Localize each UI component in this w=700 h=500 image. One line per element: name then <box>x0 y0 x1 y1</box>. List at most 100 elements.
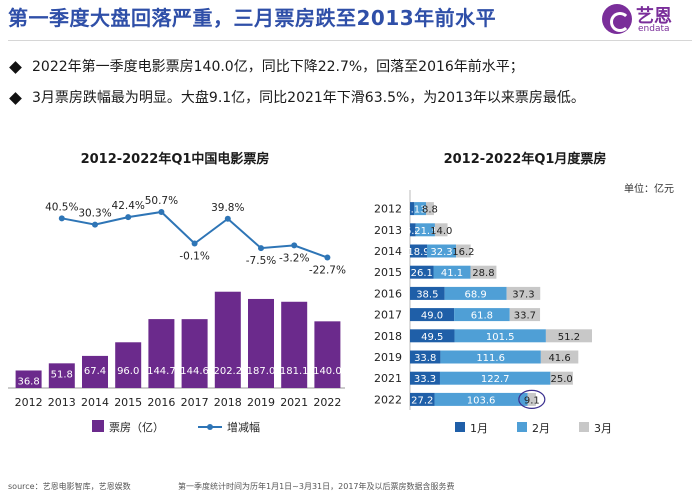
y-tick-label: 2017 <box>374 309 402 322</box>
stacked-bar-segment <box>427 244 457 258</box>
bar-value-label: 144.6 <box>180 366 209 377</box>
bar-value-label: 140.0 <box>313 366 342 377</box>
segment-value-label: 21.3 <box>414 226 436 237</box>
segment-value-label: 37.3 <box>512 289 534 300</box>
y-tick-label: 2022 <box>374 393 402 406</box>
yoy-point <box>258 245 264 252</box>
bar-value-label: 202.2 <box>213 366 242 377</box>
legend-label-month: 3月 <box>594 422 612 435</box>
yoy-value-label: 42.4% <box>112 200 145 212</box>
segment-value-label: 33.8 <box>414 353 436 364</box>
yoy-value-label: -0.1% <box>179 250 209 262</box>
stacked-bar-segment <box>414 202 427 216</box>
stacked-bar-segment <box>527 392 536 406</box>
y-tick-label: 2014 <box>374 245 402 258</box>
segment-value-label: 25.0 <box>551 374 573 385</box>
stacked-bar-segment <box>470 265 497 279</box>
x-tick-label: 2013 <box>48 396 76 409</box>
x-tick-label: 2016 <box>147 396 175 409</box>
x-tick-label: 2015 <box>114 396 142 409</box>
logo-text-en: endata <box>638 24 670 34</box>
stacked-bar-segment <box>410 392 435 406</box>
bar-value-label: 36.8 <box>17 376 39 387</box>
bullet-item: 2022年第一季度电影票房140.0亿，同比下降22.7%，回落至2016年前水… <box>8 52 585 83</box>
segment-value-label: 103.6 <box>467 395 496 406</box>
segment-value-label: 13 <box>414 205 427 216</box>
bar-value-label: 144.7 <box>147 366 176 377</box>
stacked-bar-segment <box>540 350 579 364</box>
stacked-bar-segment <box>410 202 415 216</box>
x-tick-label: 2022 <box>313 396 341 409</box>
segment-value-label: 16.2 <box>452 247 474 258</box>
segment-value-label: 4.8 <box>404 205 420 216</box>
segment-value-label: 38.5 <box>416 289 438 300</box>
stacked-bar-segment <box>439 371 551 385</box>
segment-value-label: 49.0 <box>421 311 443 322</box>
bar <box>148 319 175 388</box>
yoy-point <box>92 221 98 228</box>
yoy-point <box>58 215 65 222</box>
bar <box>314 321 341 388</box>
stacked-bar-segment <box>433 265 471 279</box>
bar <box>281 301 308 388</box>
segment-value-label: 49.5 <box>421 332 443 343</box>
bar <box>181 319 208 388</box>
statistics-note: 第一季度统计时间为历年1月1日~3月31日，2017年及以后票房数据含服务费 <box>178 482 455 491</box>
stacked-bar-segment <box>426 202 434 216</box>
page-title: 第一季度大盘回落严重，三月票房跌至2013年前水平 <box>8 6 497 30</box>
yoy-value-label: -7.5% <box>246 255 276 267</box>
segment-value-label: 33.7 <box>514 311 536 322</box>
segment-value-label: 28.8 <box>472 268 494 279</box>
stacked-bar-segment <box>454 329 546 343</box>
yoy-point <box>158 209 165 215</box>
segment-value-label: 33.3 <box>414 374 436 385</box>
bullet-text: 3月票房跌幅最为明显。大盘9.1亿，同比2021年下滑63.5%，为2013年以… <box>32 90 585 106</box>
x-tick-label: 2019 <box>247 396 275 409</box>
legend-label-yoy: 增减幅 <box>227 420 260 434</box>
yoy-value-label: -22.7% <box>309 265 346 277</box>
stacked-bar-segment <box>509 308 541 322</box>
bar <box>15 370 42 388</box>
bar-value-label: 51.8 <box>51 369 73 380</box>
legend-marker-yoy <box>207 424 213 430</box>
bar <box>248 298 274 388</box>
chart-title-q1-box-office: 2012-2022年Q1中国电影票房 <box>80 152 270 167</box>
title-divider <box>8 40 692 41</box>
yoy-point <box>191 240 198 247</box>
yoy-value-label: -3.2% <box>279 252 309 264</box>
stacked-bar-segment <box>410 350 441 364</box>
y-tick-label: 2012 <box>374 203 402 216</box>
stacked-bar-segment <box>410 308 455 322</box>
segment-value-label: 18.9 <box>407 247 429 258</box>
segment-value-label: 6.4 <box>405 226 421 237</box>
stacked-bar-segment <box>410 223 416 237</box>
yoy-value-label: 40.5% <box>45 201 78 213</box>
bar <box>48 363 75 388</box>
yoy-point <box>224 215 231 222</box>
q1-box-office-chart: 36.8 2012 51.8 2013 67.4 2014 96.0 2015 144.7 201… <box>8 195 346 434</box>
stacked-bar-segment <box>410 265 434 279</box>
segment-value-label: 111.6 <box>476 353 505 364</box>
bar <box>82 355 108 388</box>
yoy-value-label: 50.7% <box>145 195 178 207</box>
bar-value-label: 96.0 <box>117 366 139 377</box>
y-tick-label: 2015 <box>374 266 402 279</box>
stacked-bar-segment <box>550 371 573 385</box>
highlight-circle <box>518 389 546 409</box>
stacked-bar-segment <box>410 329 455 343</box>
bar <box>115 342 142 388</box>
y-tick-label: 2016 <box>374 287 402 300</box>
legend-swatch-month <box>579 422 589 432</box>
yoy-point <box>125 214 132 221</box>
legend-label-month: 1月 <box>470 422 488 435</box>
segment-value-label: 68.9 <box>465 289 487 300</box>
segment-value-label: 8.8 <box>422 205 438 216</box>
chart-title-monthly-box-office: 2012-2022年Q1月度票房 <box>443 152 607 167</box>
legend-swatch-month <box>517 422 527 432</box>
bullet-text: 2022年第一季度电影票房140.0亿，同比下降22.7%，回落至2016年前水… <box>32 59 524 75</box>
stacked-bar-segment <box>434 392 528 406</box>
stacked-bar-segment <box>415 223 435 237</box>
diamond-bullet-icon <box>9 61 22 74</box>
stacked-bar-segment <box>440 350 541 364</box>
